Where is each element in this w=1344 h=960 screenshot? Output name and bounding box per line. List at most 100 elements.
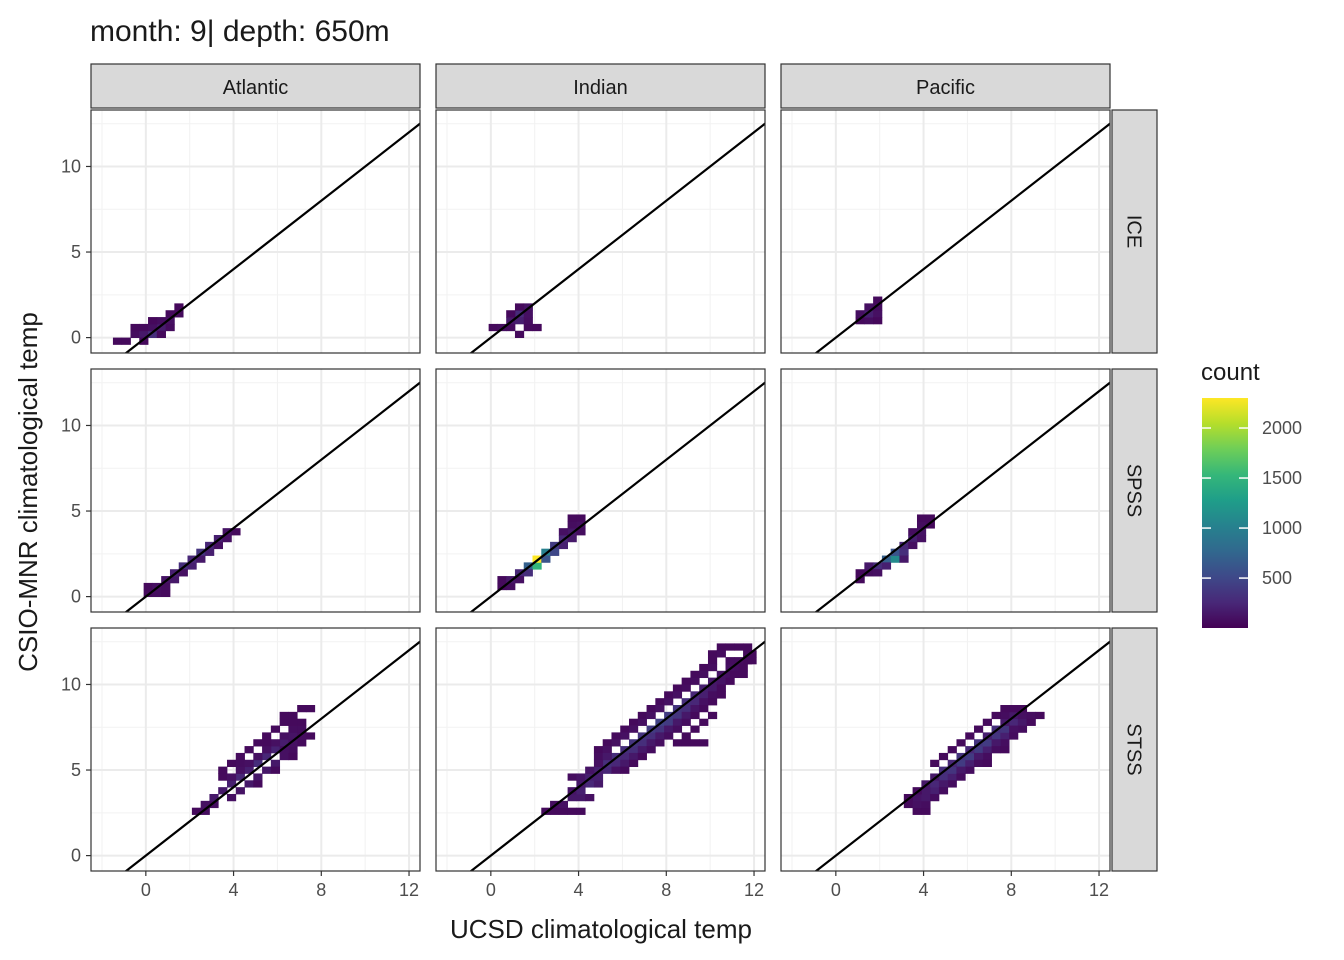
legend: count 500 1000 1500 2000 [1201, 359, 1302, 628]
heatmap-bin [646, 732, 656, 740]
heatmap-bin [938, 752, 949, 761]
heatmap-bin [213, 541, 223, 550]
heatmap-bin [982, 739, 992, 747]
heatmap-bin [514, 303, 525, 311]
heatmap-bin [602, 766, 612, 774]
heatmap-bin [655, 739, 665, 747]
heatmap-bin [965, 766, 975, 774]
heatmap-bin [855, 576, 865, 584]
strip-label: ICE [1123, 215, 1145, 248]
heatmap-bin [262, 739, 272, 747]
x-tick-label: 12 [1089, 880, 1109, 900]
heatmap-bin [130, 330, 140, 338]
heatmap-bin [506, 323, 516, 332]
heatmap-bin [921, 793, 931, 802]
heatmap-bin [156, 317, 166, 325]
heatmap-bin [558, 807, 568, 815]
heatmap-bin [222, 534, 232, 543]
heatmap-bin [729, 670, 740, 679]
x-axis-label: UCSD climatological temp [450, 914, 752, 944]
heatmap-bin [716, 650, 726, 658]
heatmap-bin [938, 780, 949, 788]
heatmap-bin [690, 711, 700, 720]
heatmap-bin [1009, 718, 1019, 726]
y-tick-label: 0 [71, 328, 81, 348]
panel-atlantic-ice: 0 5 10 [61, 109, 421, 354]
heatmap-bin [982, 746, 992, 754]
panel-atlantic-spss: 0 5 10 [61, 368, 421, 613]
heatmap-bin [716, 691, 726, 699]
heatmap-bin [1017, 718, 1028, 726]
strip-indian: Indian [435, 63, 766, 109]
heatmap-bin [947, 773, 957, 781]
heatmap-bin [925, 521, 935, 529]
heatmap-bin [637, 711, 647, 720]
heatmap-bin [681, 732, 691, 740]
identity-line [469, 122, 765, 353]
heatmap-bin [270, 725, 281, 733]
heatmap-bin [699, 718, 709, 726]
heatmap-bin [611, 732, 621, 740]
heatmap-bin [244, 746, 254, 754]
heatmap-bin [174, 310, 184, 318]
y-axis-label: CSIO-MNR climatological temp [13, 312, 43, 672]
heatmap-bin [576, 514, 586, 522]
legend-tick-label: 500 [1262, 568, 1292, 588]
heatmap-bin [576, 787, 586, 795]
heatmap-bin [921, 787, 931, 795]
heatmap-bin [664, 698, 674, 706]
heatmap-bin [270, 766, 281, 774]
heatmap-bin [593, 780, 604, 788]
heatmap-bin [218, 766, 228, 774]
heatmap-bin [602, 739, 612, 747]
heatmap-bin [855, 317, 865, 325]
heatmap-bin [629, 759, 639, 768]
heatmap-bin [991, 739, 1001, 747]
heatmap-bin [646, 711, 656, 720]
heatmap-bin [1000, 705, 1010, 713]
heatmap-bin [873, 310, 883, 318]
heatmap-bin [558, 528, 568, 536]
heatmap-bin [938, 773, 949, 781]
x-tick-label: 8 [316, 880, 326, 900]
heatmap-bin [297, 725, 307, 733]
heatmap-bin [288, 746, 298, 754]
heatmap-bin [297, 718, 307, 726]
y-tick-label: 10 [61, 674, 81, 694]
heatmap-bin [139, 330, 149, 338]
heatmap-bin [523, 317, 533, 325]
heatmap-bin [1009, 732, 1019, 740]
heatmap-bin [629, 718, 639, 726]
heatmap-bin [1000, 739, 1010, 747]
heatmap-bin [288, 718, 298, 726]
heatmap-bin [991, 732, 1001, 740]
panel-indian-stss: 0 4 8 12 [435, 627, 766, 900]
heatmap-bin [305, 732, 316, 740]
heatmap-bin [912, 793, 922, 802]
heatmap-bin [576, 807, 586, 815]
heatmap-bin [738, 663, 748, 672]
heatmap-bin [161, 589, 171, 597]
heatmap-bin [139, 337, 149, 345]
heatmap-bin [235, 773, 245, 781]
heatmap-bin [297, 705, 307, 713]
heatmap-bin [593, 759, 604, 768]
heatmap-bin [855, 310, 865, 318]
x-tick-label: 12 [744, 880, 764, 900]
strip-stss: STSS [1111, 627, 1158, 872]
strip-ice: ICE [1111, 109, 1158, 354]
heatmap-bin [209, 793, 219, 802]
heatmap-bin [165, 317, 175, 325]
heatmap-bin [576, 773, 586, 781]
heatmap-bin [655, 725, 665, 733]
heatmap-bin [488, 323, 498, 332]
heatmap-bin [602, 752, 612, 761]
heatmap-bin [899, 548, 909, 556]
heatmap-bin [288, 711, 298, 720]
heatmap-bin [908, 534, 918, 543]
strip-label: STSS [1123, 723, 1145, 775]
heatmap-bin [279, 718, 289, 726]
identity-line [814, 122, 1110, 353]
heatmap-bin [226, 780, 237, 788]
heatmap-bin [873, 303, 883, 311]
